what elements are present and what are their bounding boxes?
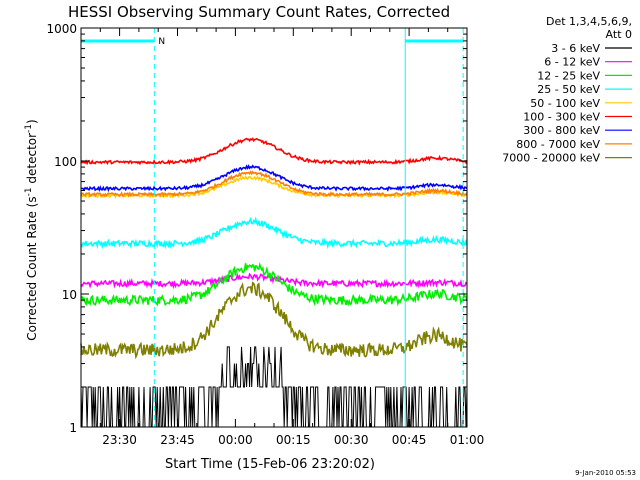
legend-label-3-6-kev: 3 - 6 keV — [551, 42, 600, 55]
night-marker-label: N — [158, 37, 165, 47]
x-tick-label: 23:45 — [160, 433, 195, 447]
y-axis-label-mid: detector — [25, 133, 39, 188]
series-line-7000-20000-kev — [80, 281, 468, 360]
axis-ticks: 23:30 23:45 00:00 00:15 00:30 00:45 01:00 1 10 10… — [46, 22, 484, 447]
y-axis-label-sup2: -1 — [24, 124, 34, 133]
y-tick-label: 10 — [62, 288, 77, 302]
x-tick-label: 00:45 — [392, 433, 427, 447]
series-line-12-25-kev — [80, 261, 468, 307]
y-axis-label-main: Corrected Count Rate (s — [25, 196, 39, 340]
y-tick-label: 100 — [54, 155, 77, 169]
x-tick-label: 23:30 — [102, 433, 137, 447]
series-line-100-300-kev — [80, 137, 468, 166]
footer-timestamp: 9-Jan-2010 05:53 — [575, 469, 636, 477]
legend-label-12-25-kev: 12 - 25 keV — [537, 69, 600, 82]
legend-label-800-7000-kev: 800 - 7000 keV — [516, 138, 600, 151]
x-axis-label: Start Time (15-Feb-06 23:20:02) — [165, 457, 375, 472]
legend-label-50-100-kev: 50 - 100 keV — [530, 97, 600, 110]
y-axis-label: Corrected Count Rate (s-1 detector-1) — [24, 119, 39, 340]
legend-label-100-300-kev: 100 - 300 keV — [523, 111, 600, 124]
legend-header-detectors: Det 1,3,4,5,6,9, — [546, 15, 632, 28]
y-axis-label-end: ) — [25, 119, 39, 124]
legend-label-25-50-kev: 25 - 50 keV — [537, 83, 600, 96]
y-tick-label: 1000 — [46, 22, 77, 36]
chart-title: HESSI Observing Summary Count Rates, Cor… — [68, 3, 450, 21]
series-line-800-7000-kev — [80, 170, 468, 198]
legend-label-7000-20000-kev: 7000 - 20000 keV — [502, 152, 600, 165]
series-line-25-50-kev — [80, 216, 468, 250]
x-tick-label: 00:00 — [218, 433, 253, 447]
x-tick-label: 00:30 — [334, 433, 369, 447]
legend-label-300-800-kev: 300 - 800 keV — [523, 124, 600, 137]
series-line-300-800-kev — [81, 164, 468, 193]
legend-label-6-12-kev: 6 - 12 keV — [544, 56, 600, 69]
series-line-6-12-kev — [80, 272, 468, 290]
legend-header-attenuator: Att 0 — [606, 28, 632, 41]
y-tick-label: 1 — [69, 421, 77, 435]
series-layer — [80, 137, 468, 428]
y-axis-label-sup1: -1 — [24, 187, 34, 196]
x-tick-label: 00:15 — [276, 433, 311, 447]
x-tick-label: 01:00 — [450, 433, 485, 447]
